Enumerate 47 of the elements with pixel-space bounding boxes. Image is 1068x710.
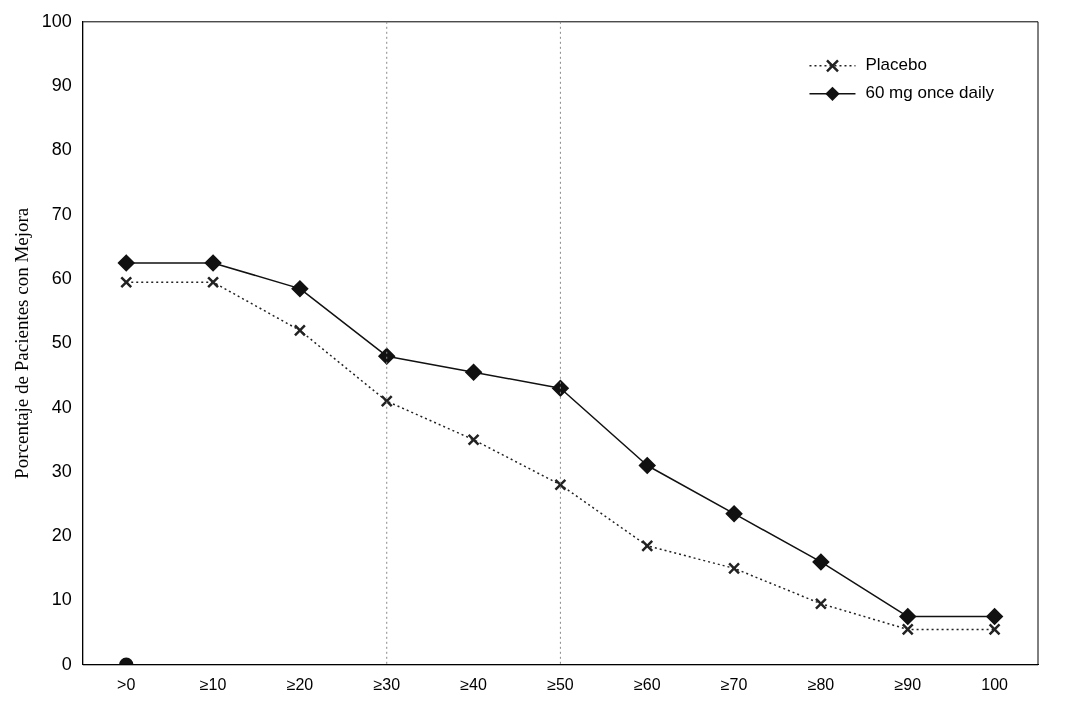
point (725, 505, 743, 522)
point (467, 433, 480, 446)
x-tick-label: ≥10 (199, 675, 227, 693)
point (901, 623, 914, 636)
x-tick-label: ≥20 (286, 675, 314, 693)
point (812, 553, 830, 571)
point (554, 478, 567, 491)
point (465, 363, 482, 381)
x-tick-label: ≥80 (807, 675, 835, 693)
y-tick-label: 10 (51, 589, 72, 610)
y-tick-label: 70 (51, 203, 72, 224)
x-tick-label: ≥50 (547, 675, 574, 693)
point (988, 623, 1001, 636)
y-tick-label: 30 (51, 460, 72, 481)
point (378, 347, 395, 365)
point (552, 380, 569, 397)
y-tick-label: 0 (61, 653, 72, 674)
point (120, 276, 133, 289)
y-axis-title: Porcentaje de Pacientes con Mejora (11, 207, 33, 479)
point (204, 254, 222, 272)
y-tick-label: 60 (51, 267, 72, 288)
x-tick-label: >0 (117, 675, 136, 693)
y-tick-label: 90 (51, 75, 72, 96)
point (380, 394, 393, 408)
legend-label: 60 mg once daily (865, 83, 995, 103)
point (641, 539, 654, 553)
x-tick-label: 100 (981, 675, 1009, 693)
x-tick-label: ≥90 (894, 675, 922, 693)
y-tick-label: 20 (51, 525, 72, 546)
point (206, 276, 220, 289)
point (293, 324, 307, 337)
point (291, 280, 309, 297)
x-tick-label: ≥60 (633, 675, 661, 693)
point (639, 457, 656, 474)
x-tick-label: ≥30 (373, 675, 401, 693)
point (118, 254, 135, 272)
y-tick-label: 40 (51, 396, 72, 417)
point (814, 597, 828, 610)
x-tick-label: ≥70 (720, 675, 748, 693)
y-tick-label: 100 (41, 10, 72, 31)
y-tick-label: 80 (51, 139, 72, 160)
point (727, 562, 741, 575)
legend-label: Placebo (865, 55, 927, 75)
y-tick-label: 50 (51, 332, 72, 353)
point (986, 608, 1003, 625)
x-tick-label: ≥40 (460, 675, 487, 693)
point (899, 608, 916, 625)
